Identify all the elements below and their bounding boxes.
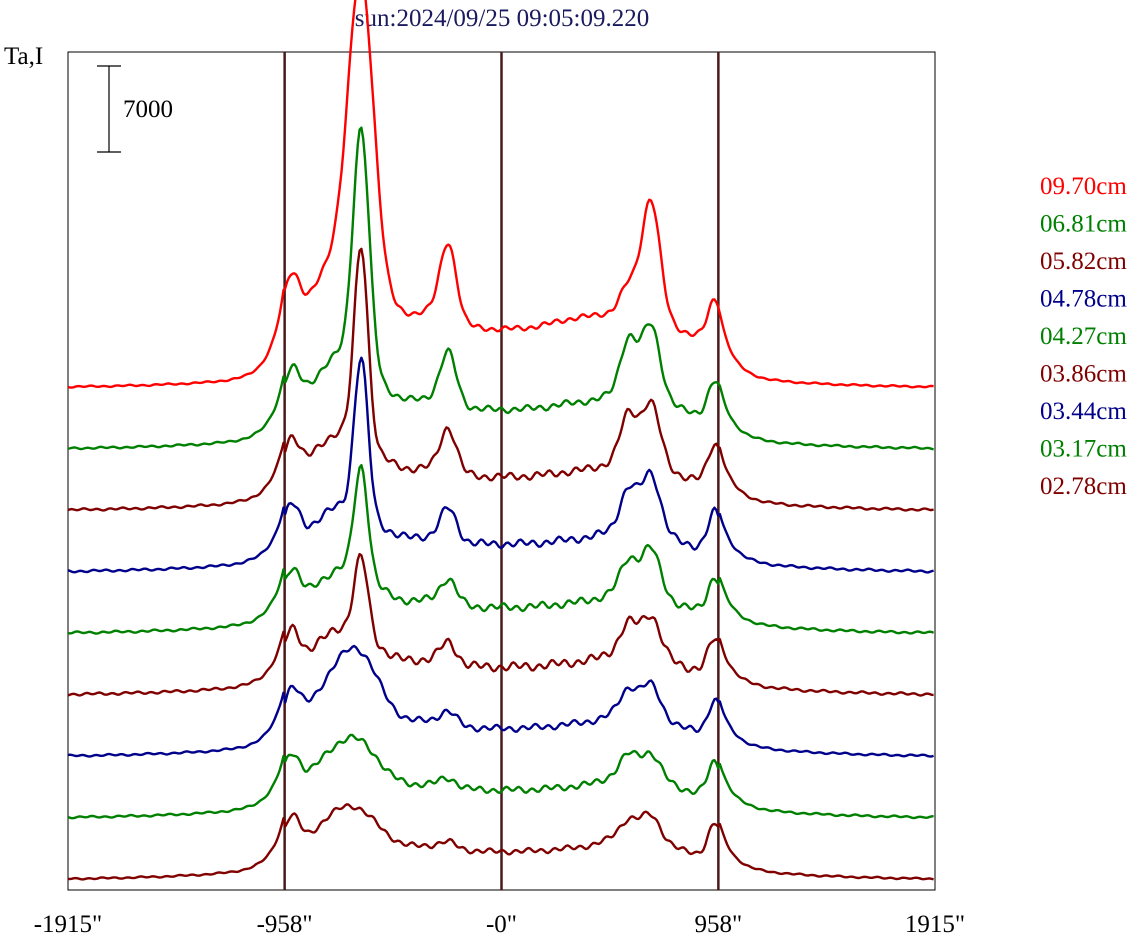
legend-entry: 03.86cm [1040,361,1127,388]
legend-entry: 06.81cm [1040,211,1127,238]
x-tick-label: 1915" [905,911,965,938]
scale-bar: 7000 [97,65,173,153]
spectrum-trace-03-44cm [67,644,934,758]
scale-bar-label: 7000 [123,96,173,123]
spectrum-trace-02-78cm [67,803,934,881]
spectra-traces [67,0,935,881]
spectrum-trace-03-86cm [67,552,934,697]
spectrum-trace-04-27cm [67,464,935,635]
legend-entry: 04.27cm [1040,323,1127,350]
x-tick-label: -958" [257,911,313,938]
legend-entry: 05.82cm [1040,248,1127,275]
x-tick-label: -1915" [34,911,103,938]
y-axis-label: Ta,I [4,43,43,70]
x-tick-labels: -1915" -958" -0" 958" 1915" [34,911,965,938]
spectrum-trace-05-82cm [67,247,934,512]
spectrum-trace-09-70cm [67,0,934,389]
x-tick-label: -0" [486,911,517,938]
spectrum-trace-06-81cm [67,126,934,451]
x-tick-label: 958" [695,911,743,938]
spectrum-trace-03-17cm [67,733,934,820]
limb-markers [283,52,720,890]
legend: 09.70cm 06.81cm 05.82cm 04.78cm 04.27cm 03.86… [1040,173,1127,500]
legend-entry: 02.78cm [1040,473,1127,500]
chart-title: sun:2024/09/25 09:05:09.220 [355,5,649,32]
spectrum-trace-04-78cm [67,356,934,574]
legend-entry: 04.78cm [1040,286,1127,313]
legend-entry: 03.17cm [1040,436,1127,463]
legend-entry: 03.44cm [1040,398,1127,425]
legend-entry: 09.70cm [1040,173,1127,200]
